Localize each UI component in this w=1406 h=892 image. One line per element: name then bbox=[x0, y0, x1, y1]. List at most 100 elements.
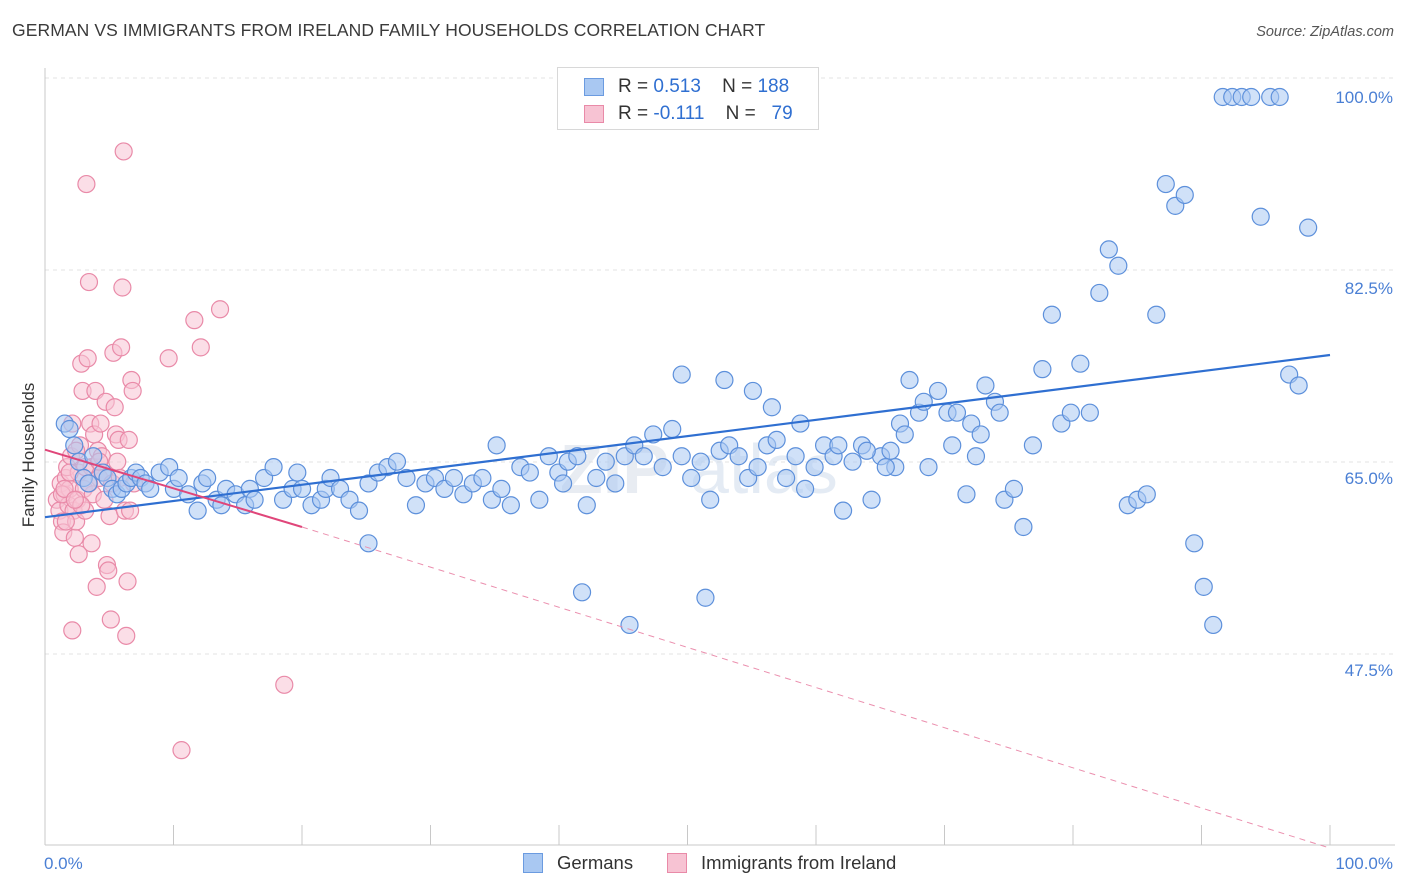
y-tick-label: 82.5% bbox=[1345, 279, 1393, 298]
germans-point bbox=[1014, 517, 1033, 537]
ireland-point bbox=[191, 338, 210, 357]
y-axis-title: Family Households bbox=[19, 383, 38, 528]
germans-point bbox=[577, 496, 596, 515]
ireland-point bbox=[65, 528, 84, 547]
germans-point bbox=[634, 447, 653, 466]
ireland-point bbox=[172, 741, 191, 760]
germans-point bbox=[805, 458, 824, 477]
germans-point bbox=[947, 403, 967, 422]
germans-point bbox=[387, 452, 407, 471]
germans-point bbox=[644, 425, 663, 444]
germans-point bbox=[444, 468, 464, 488]
germans-point bbox=[60, 419, 79, 439]
germans-point bbox=[833, 501, 853, 520]
germans-point bbox=[397, 468, 416, 488]
trend-lines bbox=[44, 353, 1331, 849]
germans-point bbox=[492, 479, 511, 498]
germans-point bbox=[1194, 577, 1213, 596]
germans-point bbox=[748, 458, 767, 477]
germans-point bbox=[1137, 485, 1156, 504]
grid-lines bbox=[45, 77, 1395, 655]
germans-point bbox=[672, 447, 691, 466]
y-tick-label: 100.0% bbox=[1335, 88, 1393, 107]
legend-n-label: N = bbox=[722, 76, 753, 97]
germans-point bbox=[79, 474, 98, 493]
ireland-point bbox=[117, 626, 136, 645]
germans-point bbox=[572, 583, 592, 602]
germans-point bbox=[990, 403, 1009, 422]
germans-point bbox=[1080, 403, 1099, 422]
ireland-point bbox=[101, 610, 120, 629]
germans-point bbox=[1289, 376, 1308, 395]
germans-point bbox=[957, 485, 976, 504]
germans-point bbox=[606, 474, 625, 493]
ireland-point bbox=[77, 174, 96, 194]
germans-point bbox=[568, 447, 587, 466]
legend-r-value: 0.513 bbox=[653, 76, 701, 97]
germans-point bbox=[715, 370, 734, 390]
legend-n-value: 188 bbox=[757, 76, 790, 97]
ireland-point bbox=[113, 278, 132, 297]
ireland-trend-extension bbox=[301, 526, 1331, 849]
germans-point bbox=[406, 496, 426, 515]
germans-point bbox=[1242, 87, 1261, 107]
germans-point bbox=[1147, 305, 1166, 324]
ireland-point bbox=[123, 381, 142, 401]
germans-point bbox=[672, 365, 691, 384]
germans-point bbox=[928, 381, 948, 401]
germans-point bbox=[169, 468, 188, 488]
chart-title: GERMAN VS IMMIGRANTS FROM IRELAND FAMILY… bbox=[12, 20, 766, 40]
germans-points bbox=[55, 87, 1318, 635]
ireland-point bbox=[112, 338, 131, 357]
germans-point bbox=[1023, 436, 1043, 455]
germans-point bbox=[1270, 87, 1289, 107]
axes bbox=[44, 68, 1395, 846]
germans-point bbox=[245, 490, 264, 509]
correlation-legend: R = 0.513 N = 188 R = -0.111 N = 79 bbox=[557, 67, 819, 130]
germans-point bbox=[682, 468, 701, 488]
germans-point bbox=[188, 501, 207, 520]
germans-point bbox=[1061, 403, 1080, 422]
ireland-point bbox=[118, 572, 137, 591]
germans-point bbox=[1071, 354, 1090, 373]
germans-point bbox=[1109, 256, 1128, 275]
y-tick-label: 47.5% bbox=[1345, 661, 1393, 680]
ireland-point bbox=[79, 272, 99, 292]
ireland-point bbox=[119, 430, 138, 449]
germans-point bbox=[691, 452, 710, 471]
germans-point bbox=[1099, 240, 1118, 259]
legend-swatch-ireland bbox=[584, 105, 604, 123]
ireland-point bbox=[210, 300, 230, 319]
legend-n-value: 79 bbox=[771, 103, 793, 124]
germans-point bbox=[198, 468, 217, 488]
x-tick-label: 100.0% bbox=[1335, 854, 1393, 873]
germans-point bbox=[919, 458, 938, 477]
germans-point bbox=[786, 447, 805, 466]
germans-point bbox=[829, 436, 848, 455]
ireland-point bbox=[78, 349, 97, 368]
bottom-legend-label: Immigrants from Ireland bbox=[701, 852, 897, 873]
germans-point bbox=[663, 419, 682, 439]
germans-point bbox=[971, 425, 990, 444]
germans-point bbox=[473, 468, 492, 488]
ireland-point bbox=[87, 577, 106, 596]
bottom-legend-swatch-ireland bbox=[667, 853, 687, 873]
bottom-legend-swatch-germans bbox=[523, 853, 543, 873]
ireland-point bbox=[185, 311, 204, 330]
germans-point bbox=[876, 458, 895, 477]
germans-point bbox=[349, 501, 369, 520]
germans-point bbox=[1185, 534, 1204, 553]
ireland-point bbox=[82, 534, 101, 553]
germans-point bbox=[487, 436, 506, 455]
germans-point bbox=[65, 436, 84, 455]
ireland-points bbox=[47, 142, 294, 760]
germans-point bbox=[288, 463, 307, 482]
legend-r-value: -0.111 bbox=[653, 103, 705, 124]
germans-point bbox=[966, 447, 986, 466]
germans-point bbox=[1175, 185, 1194, 205]
x-tick-label: 0.0% bbox=[44, 854, 83, 873]
germans-point bbox=[539, 447, 558, 466]
germans-point bbox=[1042, 305, 1061, 324]
legend-n-label: N = bbox=[725, 103, 756, 124]
legend-r-label: R = bbox=[618, 103, 649, 124]
